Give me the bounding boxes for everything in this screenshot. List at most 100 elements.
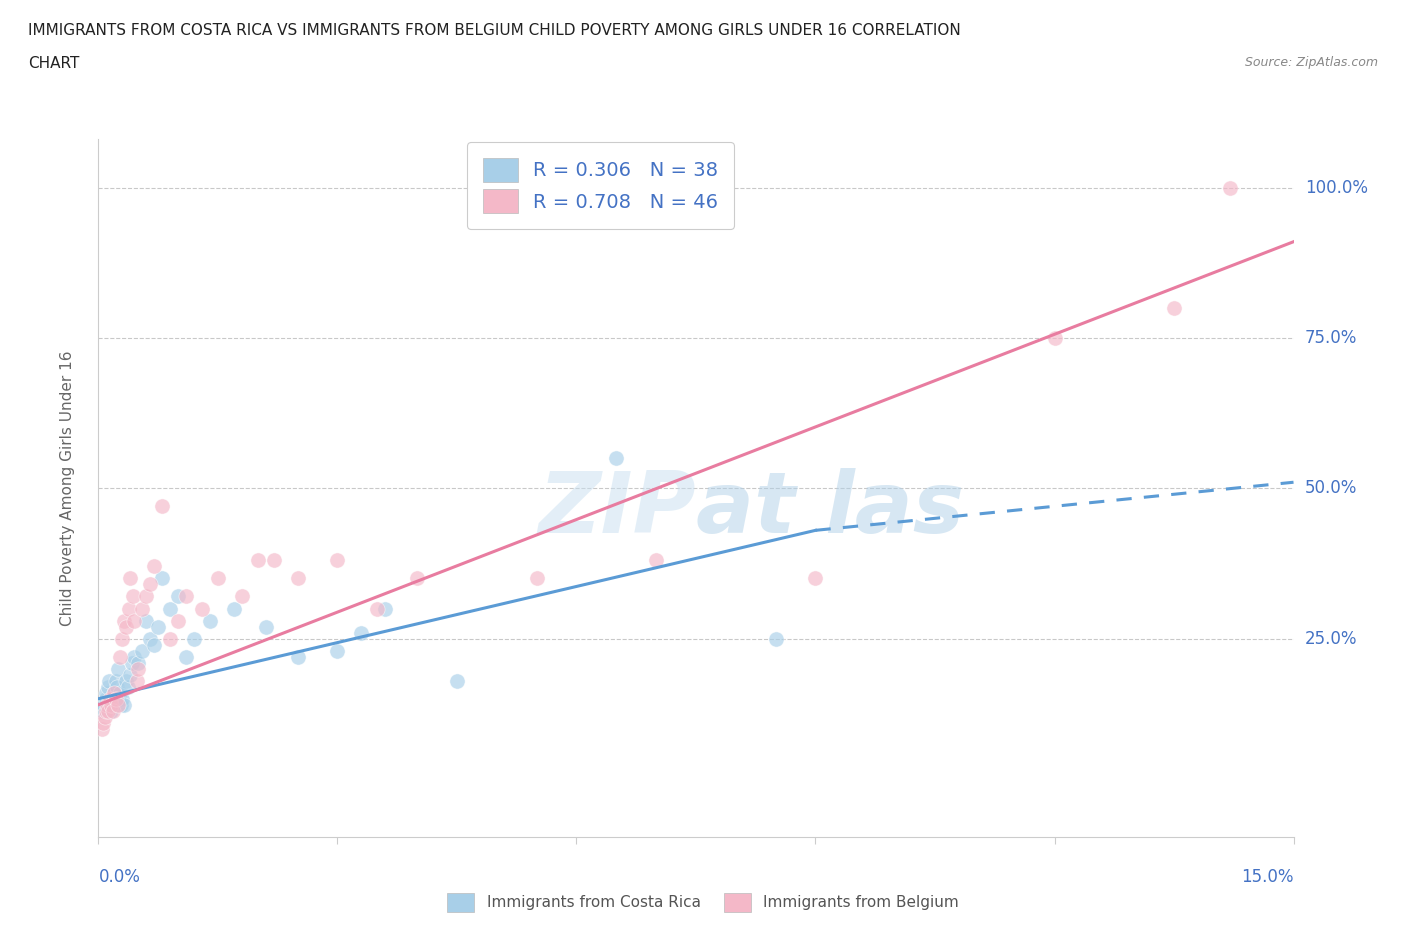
Point — [139, 577, 162, 591]
Point — [526, 571, 548, 586]
Point — [159, 601, 181, 616]
Point — [804, 571, 827, 586]
Point — [287, 649, 309, 664]
Text: 100.0%: 100.0% — [1305, 179, 1368, 196]
Y-axis label: Child Poverty Among Girls Under 16: Child Poverty Among Girls Under 16 — [60, 351, 75, 626]
Point — [103, 685, 125, 700]
Point — [118, 601, 141, 616]
Point — [97, 673, 120, 688]
Point — [104, 691, 127, 706]
Point — [90, 722, 112, 737]
Point — [117, 679, 139, 694]
Point — [97, 679, 120, 694]
Point — [167, 613, 190, 628]
Point — [91, 715, 114, 730]
Point — [1219, 180, 1241, 195]
Point — [125, 673, 148, 688]
Point — [207, 571, 229, 586]
Point — [112, 613, 135, 628]
Point — [1043, 330, 1066, 345]
Point — [131, 644, 153, 658]
Point — [246, 553, 269, 568]
Point — [91, 703, 114, 718]
Point — [124, 613, 146, 628]
Point — [350, 625, 373, 640]
Point — [135, 589, 157, 604]
Point — [94, 691, 117, 706]
Point — [150, 498, 173, 513]
Point — [120, 667, 142, 682]
Point — [97, 703, 120, 718]
Point — [148, 619, 170, 634]
Point — [174, 589, 197, 604]
Point — [103, 685, 125, 700]
Point — [101, 703, 124, 718]
Point — [446, 673, 468, 688]
Point — [605, 451, 627, 466]
Point — [159, 631, 181, 646]
Text: 15.0%: 15.0% — [1241, 868, 1294, 885]
Text: ZIP: ZIP — [538, 468, 696, 551]
Point — [98, 691, 121, 706]
Point — [98, 698, 122, 712]
Point — [231, 589, 253, 604]
Point — [96, 703, 118, 718]
Point — [287, 571, 309, 586]
Point — [167, 589, 190, 604]
Point — [406, 571, 429, 586]
Point — [139, 631, 162, 646]
Text: CHART: CHART — [28, 56, 80, 71]
Point — [263, 553, 285, 568]
Point — [135, 613, 157, 628]
Point — [100, 698, 122, 712]
Point — [198, 613, 221, 628]
Text: at las: at las — [696, 468, 965, 551]
Point — [127, 661, 149, 676]
Point — [110, 698, 132, 712]
Legend: R = 0.306   N = 38, R = 0.708   N = 46: R = 0.306 N = 38, R = 0.708 N = 46 — [467, 142, 734, 229]
Point — [96, 685, 118, 700]
Point — [191, 601, 214, 616]
Point — [374, 601, 396, 616]
Point — [108, 685, 131, 700]
Point — [121, 589, 143, 604]
Legend: Immigrants from Costa Rica, Immigrants from Belgium: Immigrants from Costa Rica, Immigrants f… — [441, 887, 965, 918]
Point — [120, 571, 142, 586]
Point — [107, 661, 129, 676]
Point — [326, 553, 349, 568]
Point — [111, 691, 134, 706]
Point — [93, 698, 115, 712]
Point — [174, 649, 197, 664]
Text: Source: ZipAtlas.com: Source: ZipAtlas.com — [1244, 56, 1378, 69]
Point — [366, 601, 388, 616]
Point — [107, 698, 129, 712]
Point — [143, 559, 166, 574]
Point — [115, 619, 138, 634]
Point — [104, 673, 127, 688]
Point — [326, 644, 349, 658]
Point — [100, 703, 122, 718]
Point — [94, 710, 117, 724]
Point — [124, 649, 146, 664]
Point — [115, 673, 138, 688]
Point — [143, 637, 166, 652]
Point — [131, 601, 153, 616]
Text: 25.0%: 25.0% — [1305, 630, 1357, 647]
Point — [101, 691, 124, 706]
Point — [765, 631, 787, 646]
Point — [108, 649, 131, 664]
Point — [127, 655, 149, 670]
Point — [254, 619, 277, 634]
Point — [111, 631, 134, 646]
Point — [1163, 300, 1185, 315]
Point — [96, 698, 118, 712]
Point — [121, 655, 143, 670]
Text: 0.0%: 0.0% — [98, 868, 141, 885]
Point — [183, 631, 205, 646]
Text: IMMIGRANTS FROM COSTA RICA VS IMMIGRANTS FROM BELGIUM CHILD POVERTY AMONG GIRLS : IMMIGRANTS FROM COSTA RICA VS IMMIGRANTS… — [28, 23, 960, 38]
Point — [150, 571, 173, 586]
Point — [112, 698, 135, 712]
Point — [645, 553, 668, 568]
Text: 50.0%: 50.0% — [1305, 479, 1357, 498]
Point — [222, 601, 245, 616]
